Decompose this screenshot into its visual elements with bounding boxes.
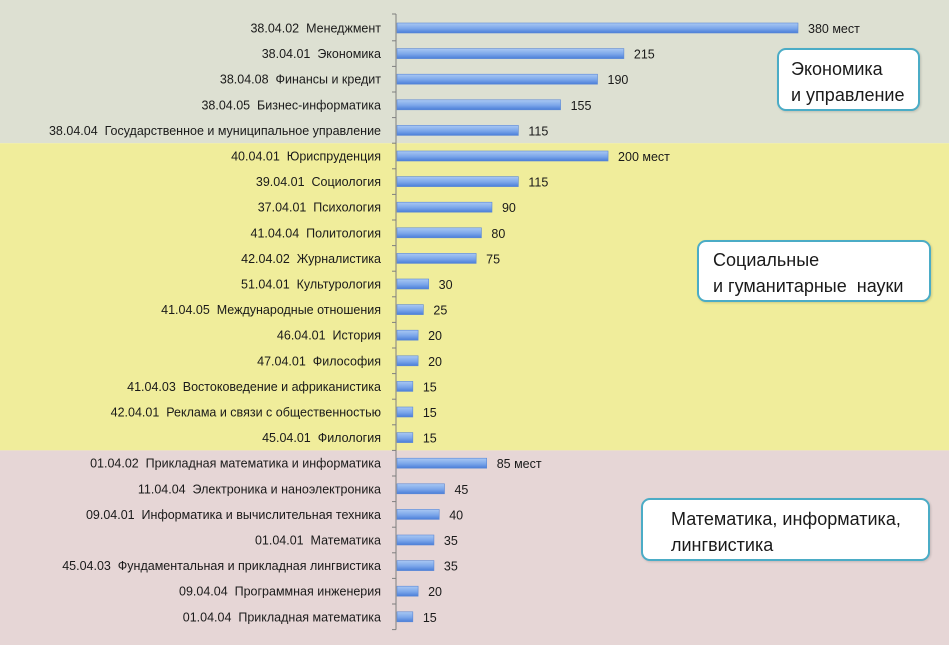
bar (397, 74, 598, 84)
data-label: 15 (423, 406, 437, 420)
data-label: 15 (423, 611, 437, 625)
data-label: 115 (528, 124, 548, 138)
bar (397, 433, 413, 443)
data-label: 90 (502, 201, 516, 215)
category-label: 47.04.01 Философия (257, 354, 381, 368)
group-label-line: и гуманитарные науки (713, 273, 929, 299)
data-label: 40 (449, 508, 463, 522)
category-label: 41.04.03 Востоковедение и африканистика (127, 380, 381, 394)
data-label: 115 (528, 176, 548, 190)
data-label: 80 (491, 227, 505, 241)
category-label: 40.04.01 Юриспруденция (231, 150, 381, 164)
category-label: 41.04.05 Международные отношения (161, 303, 381, 317)
bar (397, 330, 418, 340)
group-label-box: Социальные и гуманитарные науки (697, 240, 931, 302)
bar (397, 458, 487, 468)
group-label-box: Экономика и управление (777, 48, 920, 111)
group-label-line: лингвистика (671, 532, 928, 558)
bar (397, 561, 434, 571)
data-label: 85 мест (497, 457, 542, 471)
data-label: 20 (428, 585, 442, 599)
bar (397, 228, 481, 238)
bar (397, 535, 434, 545)
category-label: 42.04.02 Журналистика (241, 252, 381, 266)
category-label: 37.04.01 Психология (258, 201, 381, 215)
group-label-line: Социальные (713, 247, 929, 273)
category-label: 38.04.05 Бизнес-информатика (201, 98, 381, 112)
category-label: 01.04.02 Прикладная математика и информа… (90, 457, 381, 471)
bar (397, 279, 429, 289)
bar (397, 177, 518, 187)
category-label: 51.04.01 Культурология (241, 278, 381, 292)
category-label: 45.04.01 Филология (262, 431, 381, 445)
data-label: 190 (608, 73, 629, 87)
data-label: 215 (634, 48, 655, 62)
bar (397, 125, 518, 135)
bar (397, 484, 444, 494)
category-label: 38.04.01 Экономика (262, 47, 381, 61)
category-label: 01.04.01 Математика (255, 534, 381, 548)
category-label: 01.04.04 Прикладная математика (183, 610, 381, 624)
category-label: 38.04.08 Финансы и кредит (220, 73, 381, 87)
data-label: 15 (423, 432, 437, 446)
category-label: 39.04.01 Социология (256, 175, 381, 189)
data-label: 75 (486, 252, 500, 266)
data-label: 15 (423, 380, 437, 394)
category-label: 11.04.04 Электроника и наноэлектроника (138, 482, 381, 496)
category-label: 42.04.01 Реклама и связи с общественност… (111, 406, 381, 420)
bar (397, 253, 476, 263)
bar (397, 509, 439, 519)
category-label: 09.04.01 Информатика и вычислительная те… (86, 508, 381, 522)
bar (397, 202, 492, 212)
category-label: 38.04.02 Менеджмент (250, 22, 381, 36)
category-label: 46.04.01 История (277, 329, 381, 343)
category-label: 41.04.04 Политология (251, 226, 382, 240)
group-label-line: Математика, информатика, (671, 506, 928, 532)
data-label: 30 (439, 278, 453, 292)
data-label: 155 (571, 99, 592, 113)
data-label: 20 (428, 355, 442, 369)
bar (397, 612, 413, 622)
bar (397, 305, 423, 315)
bar (397, 49, 624, 59)
data-label: 20 (428, 329, 442, 343)
bar (397, 356, 418, 366)
group-label-line: и управление (791, 82, 918, 108)
category-label: 38.04.04 Государственное и муниципальное… (49, 124, 381, 138)
bar (397, 100, 561, 110)
data-label: 25 (433, 304, 447, 318)
bar (397, 586, 418, 596)
bar (397, 23, 798, 33)
bar (397, 407, 413, 417)
data-label: 200 мест (618, 150, 670, 164)
group-label-line: Экономика (791, 56, 918, 82)
data-label: 35 (444, 534, 458, 548)
category-label: 09.04.04 Программная инженерия (179, 585, 381, 599)
data-label: 35 (444, 560, 458, 574)
bar (397, 381, 413, 391)
category-label: 45.04.03 Фундаментальная и прикладная ли… (62, 559, 381, 573)
data-label: 45 (454, 483, 468, 497)
data-label: 380 мест (808, 22, 860, 36)
group-label-box: Математика, информатика, лингвистика (641, 498, 930, 561)
bar (397, 151, 608, 161)
